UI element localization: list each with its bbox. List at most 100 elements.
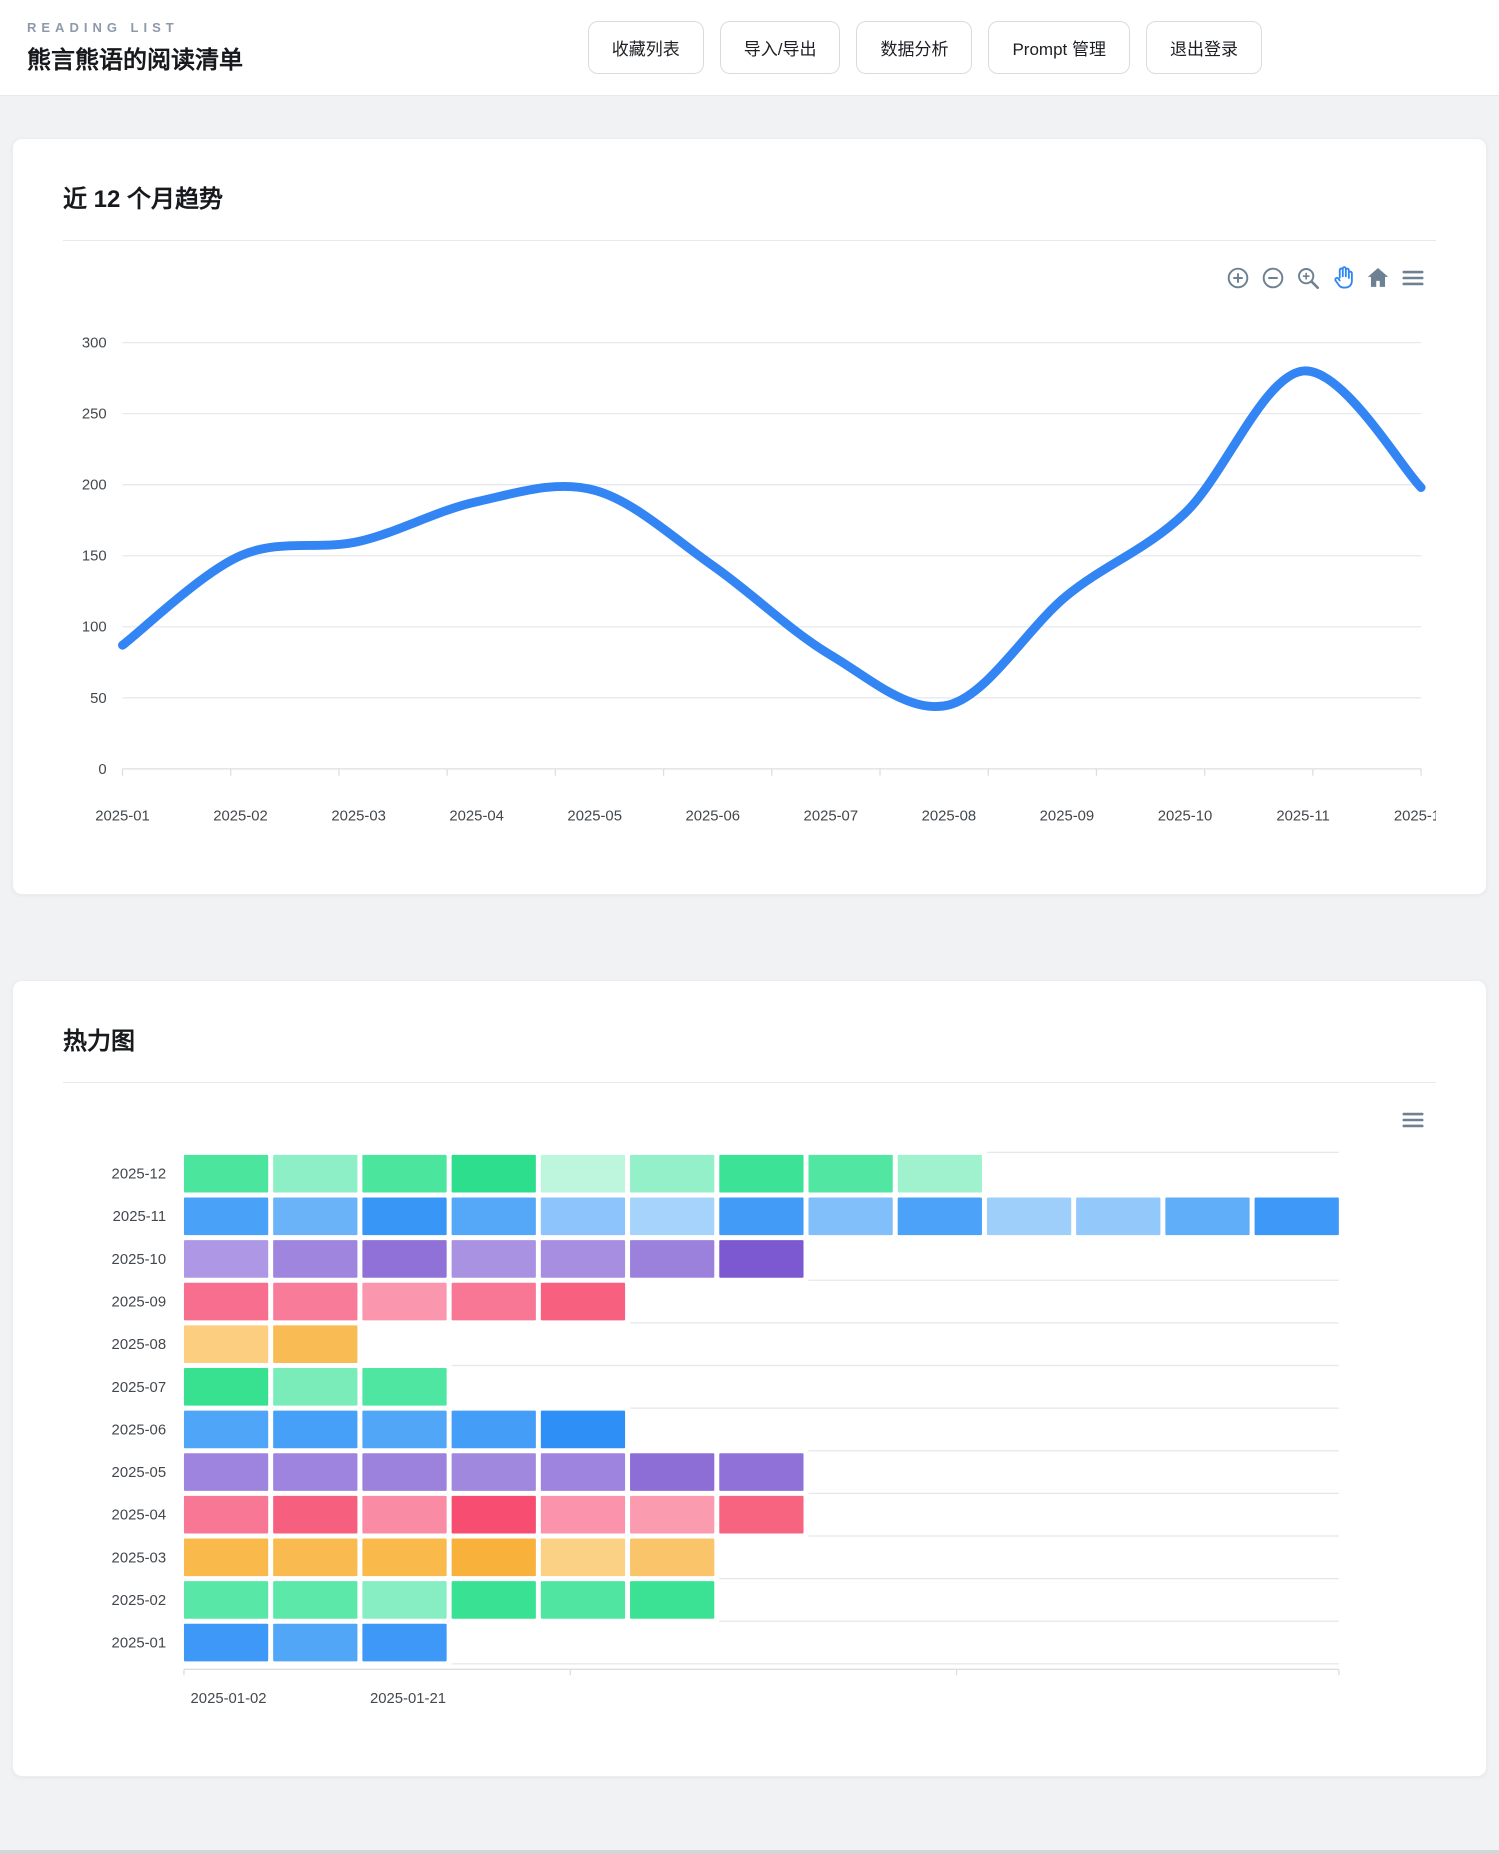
heatmap-cell[interactable] <box>630 1538 715 1577</box>
zoom-in-icon[interactable] <box>1225 265 1251 291</box>
reset-home-icon[interactable] <box>1365 265 1391 291</box>
heatmap-cell[interactable] <box>183 1496 269 1534</box>
heatmap-row-label: 2025-05 <box>112 1465 167 1481</box>
heatmap-cell[interactable] <box>362 1154 447 1193</box>
heatmap-row-label: 2025-08 <box>112 1337 167 1353</box>
heatmap-cell[interactable] <box>451 1410 536 1449</box>
heatmap-cell[interactable] <box>362 1368 447 1406</box>
x-axis-label: 2025-10 <box>1158 808 1213 824</box>
heatmap-cell[interactable] <box>362 1581 447 1619</box>
heatmap-cell[interactable] <box>719 1453 804 1492</box>
heatmap-cell[interactable] <box>451 1154 536 1193</box>
data-analysis-button[interactable]: 数据分析 <box>856 21 973 74</box>
heatmap-cell[interactable] <box>273 1538 358 1577</box>
heatmap-cell[interactable] <box>986 1197 1072 1236</box>
heatmap-cell[interactable] <box>1254 1197 1339 1236</box>
heatmap-cell[interactable] <box>451 1581 536 1619</box>
heatmap-cell[interactable] <box>630 1197 715 1236</box>
heatmap-cell[interactable] <box>540 1410 626 1449</box>
heatmap-row-label: 2025-04 <box>112 1508 167 1524</box>
x-axis-label: 2025-06 <box>686 808 741 824</box>
heatmap-cell[interactable] <box>630 1496 715 1534</box>
heatmap-cell[interactable] <box>362 1197 447 1236</box>
pan-icon[interactable] <box>1330 265 1356 291</box>
import-export-button[interactable]: 导入/导出 <box>719 21 841 74</box>
logout-button[interactable]: 退出登录 <box>1146 21 1262 74</box>
heatmap-cell[interactable] <box>630 1240 715 1278</box>
heatmap-cell[interactable] <box>362 1240 447 1278</box>
heatmap-row-label: 2025-03 <box>112 1550 167 1566</box>
prompt-manage-button[interactable]: Prompt 管理 <box>988 21 1130 74</box>
trend-line-chart[interactable]: 0 50 100 150 200 250 300 2025-01 2025-02 2025-03 2… <box>63 295 1436 850</box>
heatmap-cell[interactable] <box>362 1410 447 1449</box>
chart-toolbar <box>63 265 1426 291</box>
heatmap-cell[interactable] <box>719 1496 804 1534</box>
heatmap-cell[interactable] <box>183 1581 269 1619</box>
heatmap-cell[interactable] <box>362 1453 447 1492</box>
heatmap-cell[interactable] <box>273 1154 358 1193</box>
heatmap-cell[interactable] <box>273 1368 358 1406</box>
heatmap-cell[interactable] <box>1165 1197 1250 1236</box>
heatmap-cell[interactable] <box>451 1197 536 1236</box>
selection-zoom-icon[interactable] <box>1295 265 1321 291</box>
heatmap-cell[interactable] <box>273 1623 358 1662</box>
heatmap-cell[interactable] <box>451 1453 536 1492</box>
x-axis-label: 2025-02 <box>213 808 268 824</box>
menu-icon[interactable] <box>1400 1107 1426 1133</box>
heatmap-cell[interactable] <box>362 1538 447 1577</box>
x-axis-label: 2025-07 <box>804 808 859 824</box>
heatmap-cell[interactable] <box>451 1496 536 1534</box>
heatmap-cell[interactable] <box>183 1410 269 1449</box>
heatmap-cell[interactable] <box>362 1282 447 1321</box>
heatmap-cell[interactable] <box>273 1453 358 1492</box>
heatmap-cell[interactable] <box>540 1197 626 1236</box>
heatmap-cell[interactable] <box>273 1282 358 1321</box>
heatmap-cell[interactable] <box>183 1623 269 1662</box>
heatmap-cell[interactable] <box>183 1368 269 1406</box>
zoom-out-icon[interactable] <box>1260 265 1286 291</box>
heatmap-cell[interactable] <box>273 1240 358 1278</box>
heatmap-cell[interactable] <box>273 1410 358 1449</box>
heatmap-cell[interactable] <box>273 1197 358 1236</box>
heatmap-cell[interactable] <box>540 1282 626 1321</box>
y-axis-label: 50 <box>90 691 107 707</box>
heatmap-cell[interactable] <box>540 1154 626 1193</box>
heatmap-cell[interactable] <box>897 1197 982 1236</box>
heatmap-cell[interactable] <box>183 1197 269 1236</box>
heatmap-cell[interactable] <box>897 1154 982 1193</box>
heatmap-cell[interactable] <box>719 1154 804 1193</box>
heatmap-cell[interactable] <box>630 1154 715 1193</box>
heatmap-cell[interactable] <box>273 1325 358 1364</box>
heatmap-cell[interactable] <box>719 1240 804 1278</box>
heatmap-cell[interactable] <box>183 1453 269 1492</box>
heatmap-cell[interactable] <box>1076 1197 1161 1236</box>
heatmap-row-label: 2025-09 <box>112 1295 167 1311</box>
heatmap-cell[interactable] <box>451 1240 536 1278</box>
menu-icon[interactable] <box>1400 265 1426 291</box>
heatmap-cell[interactable] <box>183 1325 269 1364</box>
heatmap-cell[interactable] <box>273 1581 358 1619</box>
heatmap-cell[interactable] <box>719 1197 804 1236</box>
heatmap-cell[interactable] <box>451 1282 536 1321</box>
heatmap-cell[interactable] <box>183 1538 269 1577</box>
heatmap-cell[interactable] <box>540 1240 626 1278</box>
heatmap-cell[interactable] <box>540 1538 626 1577</box>
heatmap-cell[interactable] <box>808 1197 893 1236</box>
heatmap-cell[interactable] <box>540 1581 626 1619</box>
heatmap-card-title: 热力图 <box>63 1028 135 1056</box>
heatmap-cell[interactable] <box>630 1581 715 1619</box>
heatmap-cell[interactable] <box>362 1496 447 1534</box>
favorites-button[interactable]: 收藏列表 <box>587 21 704 74</box>
heatmap-cell[interactable] <box>540 1496 626 1534</box>
heatmap-cell[interactable] <box>630 1453 715 1492</box>
heatmap-cell[interactable] <box>808 1154 893 1193</box>
heatmap-cell[interactable] <box>183 1154 269 1193</box>
heatmap-cell[interactable] <box>273 1496 358 1534</box>
heatmap-cell[interactable] <box>451 1538 536 1577</box>
heatmap-cell[interactable] <box>183 1240 269 1278</box>
heatmap-cell[interactable] <box>540 1453 626 1492</box>
heatmap-card: 热力图 2025-12 2025-11 2025-10 2025-09 2025-08 2… <box>12 980 1487 1777</box>
heatmap-cell[interactable] <box>183 1282 269 1321</box>
heatmap-chart[interactable]: 2025-12 2025-11 2025-10 2025-09 2025-08 2025-… <box>63 1137 1436 1732</box>
heatmap-cell[interactable] <box>362 1623 447 1662</box>
